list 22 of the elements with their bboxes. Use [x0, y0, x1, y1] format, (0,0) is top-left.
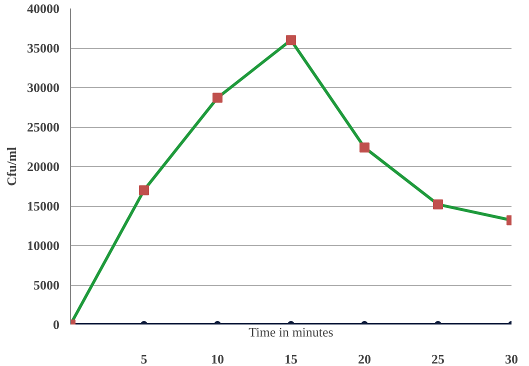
y-axis-title: Cfu/ml	[4, 146, 19, 186]
y-tick-label: 0	[53, 317, 60, 332]
y-tick-label: 10000	[27, 238, 60, 253]
y-tick-label: 25000	[27, 120, 60, 134]
point	[286, 35, 296, 46]
y-tick-label: 5000	[34, 278, 60, 292]
x-tick-label: 30	[505, 352, 518, 366]
y-tick-label: 15000	[27, 198, 60, 214]
y-tick-label: 30000	[27, 80, 60, 95]
point	[433, 199, 443, 210]
x-tick-label: 10	[211, 352, 224, 366]
point	[139, 185, 149, 196]
y-tick-label: 35000	[27, 40, 60, 56]
x-tick-label: 15	[284, 352, 298, 366]
x-tick-label: 20	[358, 352, 371, 366]
y-tick-label: 40000	[27, 1, 60, 16]
point	[360, 142, 370, 153]
x-tick-label: 5	[140, 352, 148, 366]
y-tick-label: 20000	[27, 159, 60, 174]
x-tick-label: 25	[432, 352, 445, 366]
point	[212, 92, 222, 103]
x-axis-title: Time in minutes	[248, 324, 334, 340]
